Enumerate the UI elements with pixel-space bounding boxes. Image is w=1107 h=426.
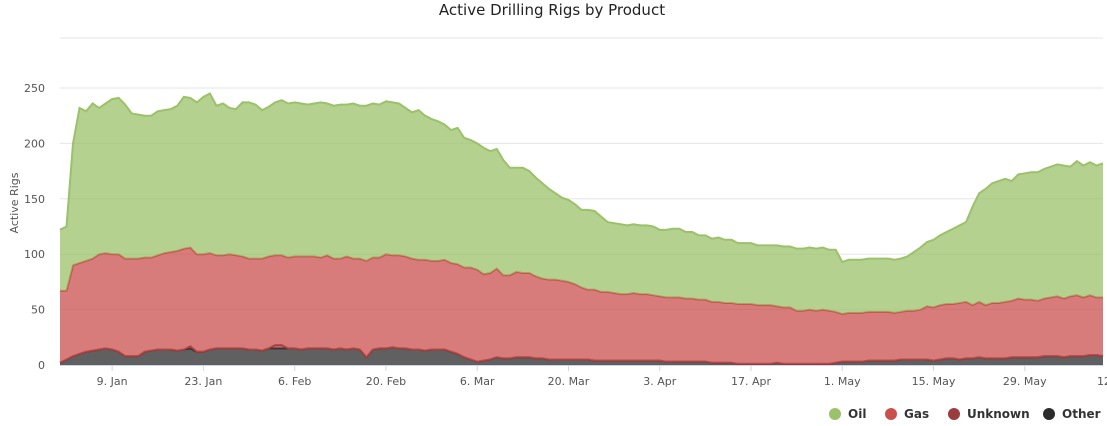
y-tick-label: 150 <box>24 193 45 206</box>
chart-title: Active Drilling Rigs by Product <box>439 1 665 19</box>
y-tick-label: 0 <box>38 359 45 372</box>
x-tick-label: 1. May <box>824 375 861 388</box>
legend-marker-gas <box>885 408 897 420</box>
x-tick-label: 6. Mar <box>460 375 495 388</box>
legend-label-gas: Gas <box>904 407 929 421</box>
legend-label-oil: Oil <box>848 407 866 421</box>
area-layer <box>59 92 1104 365</box>
y-tick-label: 100 <box>24 248 45 261</box>
axis-layer: 0 50 100 150 200 250 9. Jan 23. Jan 6. Feb 20. Fe… <box>24 82 1107 388</box>
legend-marker-oil <box>829 408 841 420</box>
legend-item-unknown[interactable]: Unknown <box>948 407 1030 421</box>
x-tick-label: 12. Jun <box>1097 375 1107 388</box>
x-tick-label: 20. Feb <box>366 375 406 388</box>
legend-item-oil[interactable]: Oil <box>829 407 866 421</box>
x-tick-label: 6. Feb <box>278 375 311 388</box>
y-tick-label: 50 <box>31 304 45 317</box>
area-other[interactable] <box>60 347 1103 365</box>
legend-label-other: Other <box>1062 407 1101 421</box>
y-axis-title: Active Rigs <box>8 172 21 233</box>
legend-item-other[interactable]: Other <box>1043 407 1101 421</box>
x-tick-label: 3. Apr <box>643 375 676 388</box>
area-oil[interactable] <box>60 93 1103 315</box>
legend-marker-unknown <box>948 408 960 420</box>
y-tick-label: 250 <box>24 82 45 95</box>
x-tick-label: 29. May <box>1003 375 1047 388</box>
x-tick-label: 17. Apr <box>731 375 771 388</box>
x-tick-label: 20. Mar <box>548 375 590 388</box>
series-line-oil <box>59 92 1104 264</box>
area-gas[interactable] <box>60 247 1103 364</box>
x-tick-label: 9. Jan <box>97 375 128 388</box>
y-tick-label: 200 <box>24 137 45 150</box>
legend-label-unknown: Unknown <box>967 407 1030 421</box>
legend-marker-other <box>1043 408 1055 420</box>
x-tick-label: 15. May <box>912 375 956 388</box>
legend-item-gas[interactable]: Gas <box>885 407 929 421</box>
legend: Oil Gas Unknown Other <box>829 407 1101 421</box>
x-tick-label: 23. Jan <box>184 375 222 388</box>
